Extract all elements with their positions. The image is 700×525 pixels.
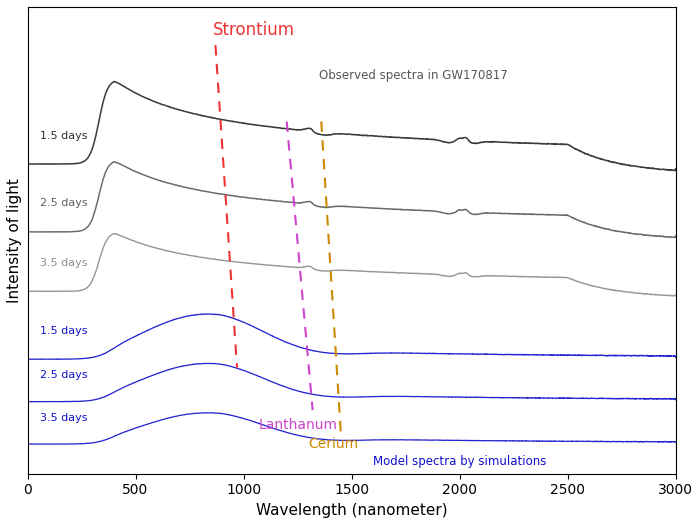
Text: Model spectra by simulations: Model spectra by simulations: [373, 455, 547, 468]
Y-axis label: Intensity of light: Intensity of light: [7, 178, 22, 303]
Text: Observed spectra in GW170817: Observed spectra in GW170817: [319, 69, 508, 82]
Text: 3.5 days: 3.5 days: [41, 258, 88, 268]
Text: Lanthanum: Lanthanum: [258, 418, 337, 432]
Text: Strontium: Strontium: [214, 20, 295, 38]
Text: 3.5 days: 3.5 days: [41, 413, 88, 423]
Text: 1.5 days: 1.5 days: [41, 131, 88, 141]
Text: 2.5 days: 2.5 days: [41, 198, 88, 208]
X-axis label: Wavelength (nanometer): Wavelength (nanometer): [256, 503, 447, 518]
Text: Cerium: Cerium: [308, 437, 358, 452]
Text: 1.5 days: 1.5 days: [41, 326, 88, 335]
Text: 2.5 days: 2.5 days: [41, 370, 88, 380]
